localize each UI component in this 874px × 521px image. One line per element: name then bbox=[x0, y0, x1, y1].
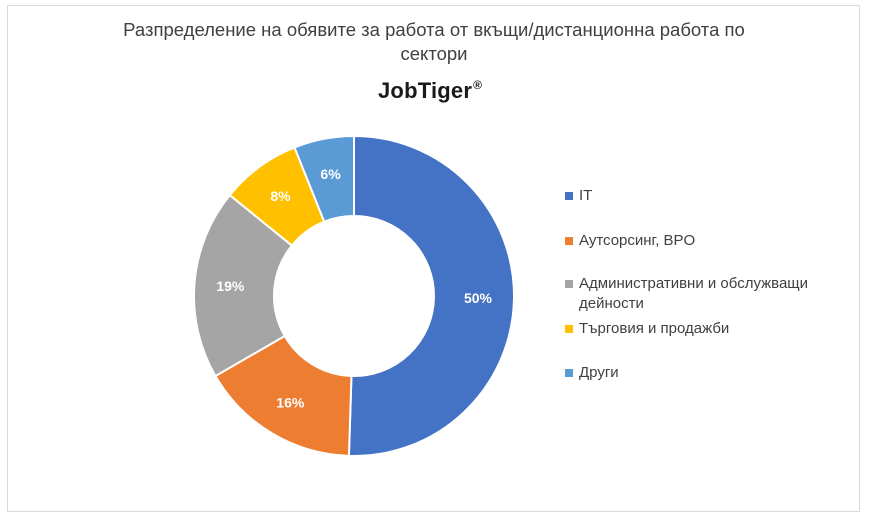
jobtiger-logo: JobTiger® bbox=[378, 78, 482, 104]
logo-text: JobTiger bbox=[378, 78, 473, 103]
legend-swatch-2 bbox=[565, 237, 573, 245]
chart-title: Разпределение на обявите за работа от вк… bbox=[0, 18, 868, 66]
donut-slice-2 bbox=[214, 334, 353, 457]
registered-mark: ® bbox=[473, 78, 483, 92]
legend-swatch-3 bbox=[565, 280, 573, 288]
legend-item-2: Аутсорсинг, BPO bbox=[565, 231, 849, 251]
legend-label-5: Други bbox=[579, 364, 619, 381]
legend-label-1: IT bbox=[579, 187, 593, 204]
legend-item-1: IT bbox=[565, 186, 849, 206]
legend-label-4: Търговия и продажби bbox=[579, 320, 730, 337]
slice-data-label-2: 16% bbox=[276, 394, 305, 410]
donut-slice-3 bbox=[193, 193, 294, 378]
donut-slice-1 bbox=[347, 134, 515, 457]
legend-swatch-5 bbox=[565, 369, 573, 377]
legend-swatch-1 bbox=[565, 192, 573, 200]
chart-title-line-2: сектори bbox=[400, 43, 468, 64]
legend-label-3: Административни и обслужващи дейности bbox=[579, 275, 809, 312]
legend-label-2: Аутсорсинг, BPO bbox=[579, 232, 696, 249]
legend-item-5: Други bbox=[565, 363, 849, 383]
slice-data-label-1: 50% bbox=[464, 290, 493, 306]
legend-item-4: Търговия и продажби bbox=[565, 319, 849, 339]
slice-data-label-4: 8% bbox=[270, 188, 291, 204]
slice-data-label-5: 6% bbox=[320, 166, 341, 182]
donut-slice-5 bbox=[293, 134, 355, 224]
legend-item-3: Административни и обслужващи дейности bbox=[565, 274, 849, 314]
slice-data-label-3: 19% bbox=[216, 278, 245, 294]
legend-swatch-4 bbox=[565, 325, 573, 333]
chart-title-line-1: Разпределение на обявите за работа от вк… bbox=[123, 19, 745, 40]
